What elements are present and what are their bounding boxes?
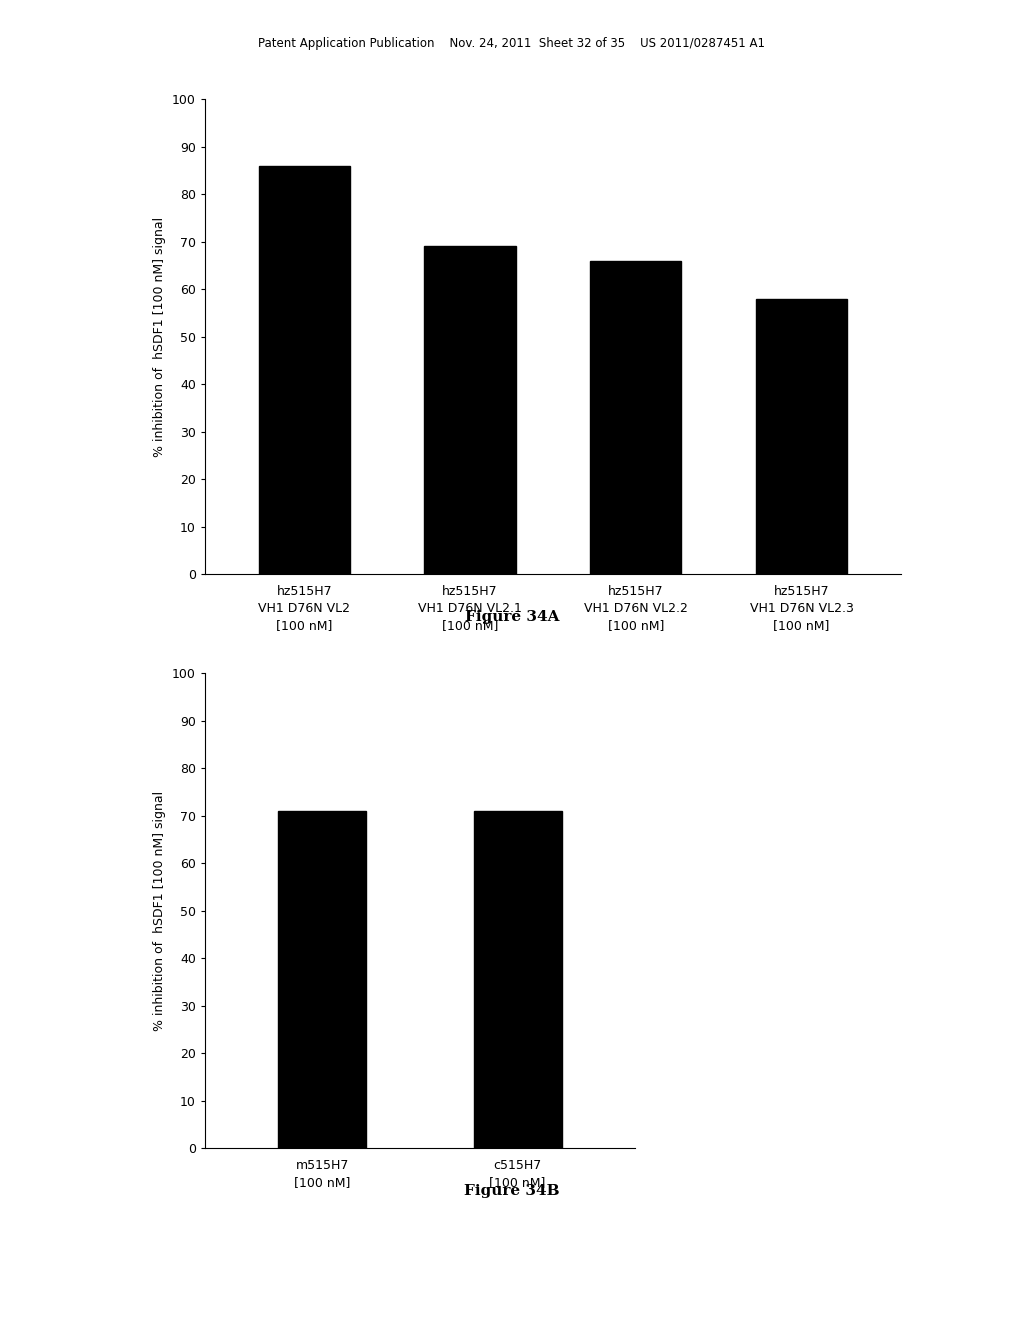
- Text: Patent Application Publication    Nov. 24, 2011  Sheet 32 of 35    US 2011/02874: Patent Application Publication Nov. 24, …: [258, 37, 766, 50]
- Bar: [590, 260, 681, 574]
- Bar: [473, 810, 561, 1148]
- Bar: [756, 298, 847, 574]
- Text: Figure 34B: Figure 34B: [464, 1184, 560, 1199]
- Bar: [259, 165, 350, 574]
- Bar: [425, 247, 516, 574]
- Text: Figure 34A: Figure 34A: [465, 610, 559, 624]
- Bar: [279, 810, 367, 1148]
- Y-axis label: % inhibition of  hSDF1 [100 nM] signal: % inhibition of hSDF1 [100 nM] signal: [154, 791, 166, 1031]
- Y-axis label: % inhibition of  hSDF1 [100 nM] signal: % inhibition of hSDF1 [100 nM] signal: [154, 216, 166, 457]
